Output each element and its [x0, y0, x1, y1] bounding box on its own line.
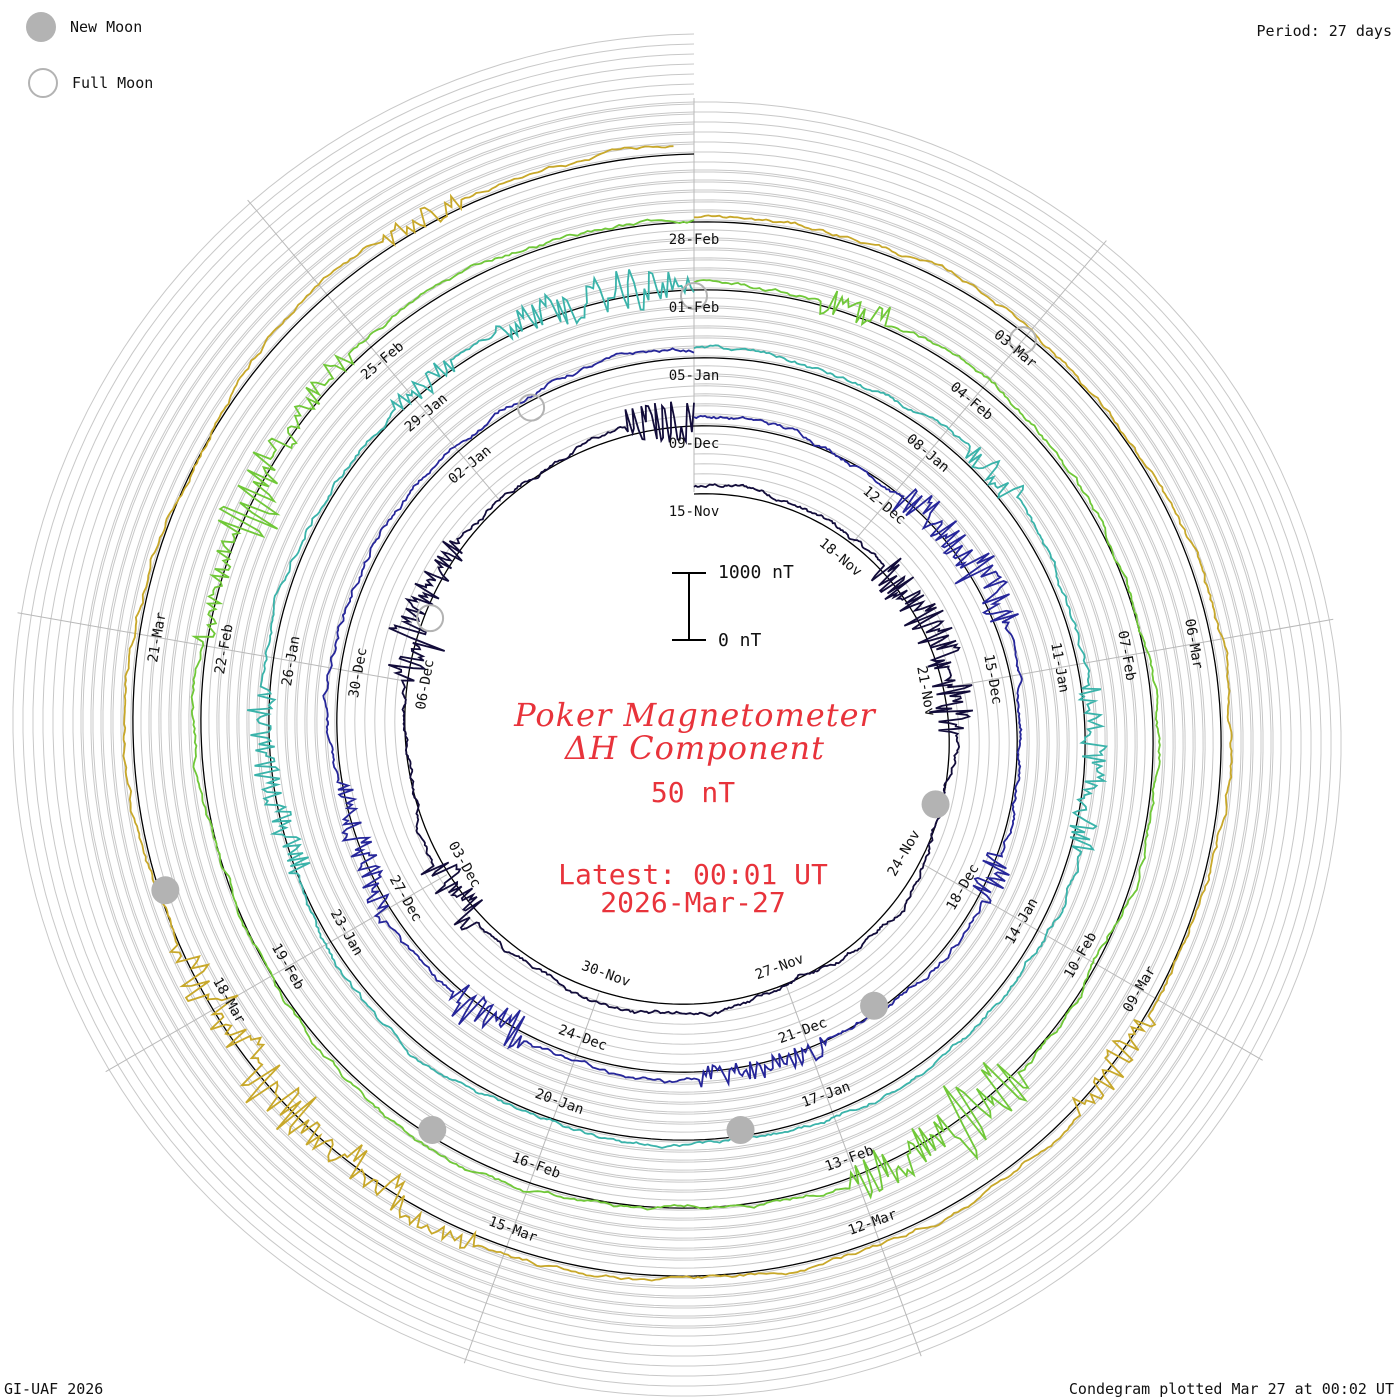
chart-subtitle: ΔH Component: [564, 729, 826, 767]
grid-ring: [62, 83, 1292, 1347]
scale-bottom-label: 0 nT: [718, 630, 762, 651]
new-moon-marker: [921, 790, 950, 819]
data-traces: [122, 145, 1233, 1282]
date-label: 15-Nov: [669, 504, 720, 520]
date-label: 20-Jan: [533, 1086, 586, 1118]
full-moon-marker: [680, 282, 708, 310]
grid-ring: [102, 123, 1252, 1307]
scale-bar: [672, 572, 706, 641]
scale-value: 50 nT: [650, 776, 736, 809]
footer-plot-time: Condegram plotted Mar 27 at 00:02 UT: [1068, 1380, 1394, 1398]
footer-credit: GI-UAF 2026: [4, 1380, 104, 1398]
grid-ring: [52, 73, 1302, 1357]
date-label: 02-Jan: [445, 443, 494, 488]
series-trace-5: [122, 145, 1233, 1282]
legend-full-moon: Full Moon: [28, 68, 153, 98]
date-label: 25-Feb: [358, 339, 407, 384]
baseline-spiral: [132, 153, 1222, 1277]
date-label: 05-Jan: [669, 368, 720, 384]
series-trace-1: [387, 401, 974, 1017]
grid-ring: [112, 133, 1242, 1297]
period-label: Period: 27 days: [1256, 22, 1392, 40]
new-moon-marker: [726, 1116, 755, 1145]
new-moon-icon: [26, 12, 56, 42]
date-label: 01-Feb: [669, 300, 720, 316]
full-moon-marker: [517, 393, 546, 422]
latest-time: Latest: 00:01 UT: [558, 858, 828, 891]
spoke: [852, 240, 1107, 543]
new-moon-label: New Moon: [70, 18, 143, 36]
grid-ring: [92, 113, 1262, 1317]
grid-ring: [22, 43, 1332, 1387]
date-label: 24-Dec: [556, 1022, 609, 1054]
grid-ring: [42, 63, 1312, 1367]
date-label: 18-Nov: [816, 535, 865, 580]
series-trace-4: [190, 218, 1161, 1211]
grid-ring: [12, 33, 1342, 1397]
date-label: 09-Dec: [669, 436, 720, 452]
full-moon-label: Full Moon: [72, 74, 154, 92]
date-label: 29-Jan: [402, 391, 451, 436]
new-moon-marker: [151, 876, 180, 905]
latest-date: 2026-Mar-27: [600, 886, 786, 919]
date-label: 30-Dec: [346, 647, 371, 700]
grid-ring: [32, 53, 1322, 1377]
date-label: 16-Feb: [510, 1150, 563, 1182]
date-label: 28-Feb: [669, 232, 720, 248]
grid-rings: [12, 33, 1342, 1397]
grid-ring: [82, 103, 1272, 1327]
moon-phase-markers: [151, 282, 1037, 1145]
new-moon-marker: [860, 991, 889, 1020]
full-moon-marker: [416, 604, 445, 633]
full-moon-icon: [28, 68, 58, 98]
new-moon-marker: [418, 1115, 447, 1144]
date-label: 22-Feb: [212, 623, 237, 676]
date-label: 15-Mar: [486, 1214, 539, 1246]
date-label: 30-Nov: [579, 958, 632, 990]
full-moon-marker: [1008, 326, 1037, 355]
grid-ring: [72, 93, 1282, 1337]
legend-new-moon: New Moon: [26, 12, 142, 42]
chart-title: Poker Magnetometer: [514, 696, 876, 734]
series-trace-2: [322, 347, 1023, 1088]
baseline-spiral-path: [132, 153, 1222, 1277]
scale-top-label: 1000 nT: [718, 562, 794, 583]
series-trace-3: [247, 269, 1109, 1149]
